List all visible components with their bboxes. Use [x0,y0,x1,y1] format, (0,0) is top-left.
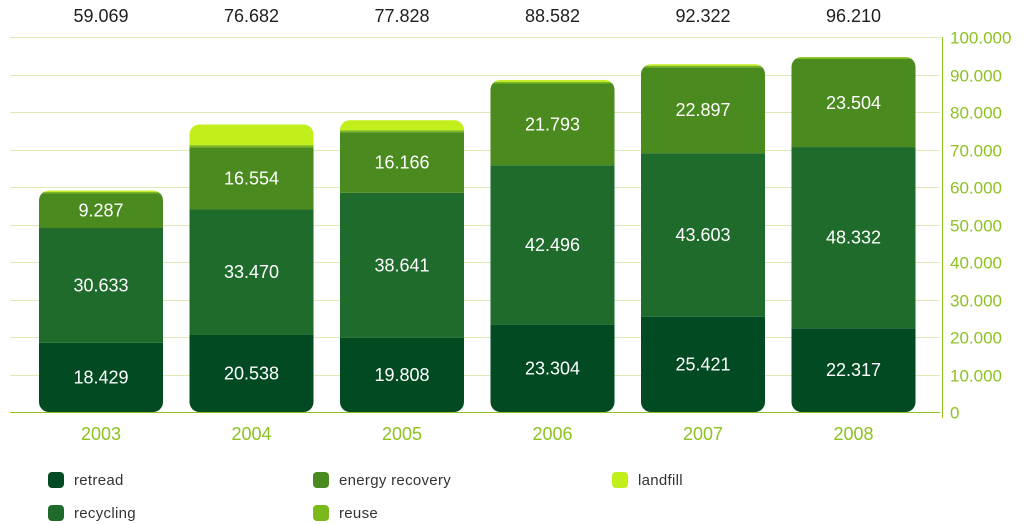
x-tick-label: 2005 [382,424,422,444]
legend-label: reuse [339,505,378,522]
x-tick-label: 2006 [532,424,572,444]
bar-segment-landfill-2007 [641,64,765,66]
y-tick-label: 10.000 [950,367,1002,386]
data-label: 25.421 [675,354,730,374]
total-label: 88.582 [491,6,615,27]
bar-segment-reuse-2003 [39,192,163,193]
data-label: 43.603 [675,225,730,245]
legend-label: retread [74,472,124,489]
data-label: 22.897 [675,100,730,120]
bar-segment-landfill-2003 [39,190,163,191]
total-label: 76.682 [190,6,314,27]
y-tick-label: 40.000 [950,254,1002,273]
y-tick-label: 50.000 [950,217,1002,236]
legend-item-retread: retread [48,469,124,491]
bar-stack-2003: 18.429 30.633 9.287 [39,190,163,412]
legend-swatch [48,505,64,521]
legend-label: energy recovery [339,472,451,489]
y-tick-label: 0 [950,404,959,423]
y-tick-label: 20.000 [950,329,1002,348]
legend-swatch [48,472,64,488]
legend-swatch [313,472,329,488]
data-label: 19.808 [374,365,429,385]
bar-stack-2005: 19.808 38.641 16.166 [340,120,464,412]
legend-swatch [313,505,329,521]
data-label: 38.641 [374,255,429,275]
y-tick-label: 100.000 [950,29,1011,48]
x-tick-label: 2008 [833,424,873,444]
data-label: 23.504 [826,93,881,113]
x-tick-label: 2004 [231,424,271,444]
y-tick-label: 70.000 [950,142,1002,161]
legend-item-landfill: landfill [612,469,683,491]
y-tick-label: 30.000 [950,292,1002,311]
bar-segment-reuse-2007 [641,66,765,68]
legend-label: landfill [638,472,683,489]
x-tick-label: 2003 [81,424,121,444]
bar-segment-reuse-2005 [340,130,464,132]
legend-swatch [612,472,628,488]
bar-stack-2006: 23.304 42.496 21.793 [491,80,615,412]
data-label: 20.538 [224,363,279,383]
data-label: 48.332 [826,228,881,248]
bar-segment-landfill-2004 [190,124,314,145]
y-tick-label: 90.000 [950,67,1002,86]
data-label: 33.470 [224,262,279,282]
data-label: 22.317 [826,360,881,380]
data-label: 9.287 [78,201,123,221]
data-label: 16.166 [374,153,429,173]
bar-segment-reuse-2006 [491,82,615,84]
legend-label: recycling [74,505,136,522]
bar-stack-2007: 25.421 43.603 22.897 [641,64,765,412]
total-label: 77.828 [340,6,464,27]
x-tick-label: 2007 [683,424,723,444]
data-label: 42.496 [525,235,580,255]
data-label: 16.554 [224,168,279,188]
bar-stack-2004: 20.538 33.470 16.554 [190,124,314,412]
bar-segment-landfill-2006 [491,80,615,82]
bar-segment-reuse-2008 [792,57,916,59]
data-label: 30.633 [73,275,128,295]
data-label: 18.429 [73,367,128,387]
total-label: 96.210 [792,6,916,27]
legend-item-recycling: recycling [48,502,136,524]
legend-item-reuse: reuse [313,502,378,524]
data-label: 23.304 [525,358,580,378]
bar-segment-reuse-2004 [190,145,314,147]
legend-item-energy-recovery: energy recovery [313,469,451,491]
data-label: 21.793 [525,114,580,134]
total-label: 92.322 [641,6,765,27]
bar-segment-landfill-2005 [340,120,464,130]
bar-stack-2008: 22.317 48.332 23.504 [792,57,916,412]
y-tick-label: 60.000 [950,179,1002,198]
total-label: 59.069 [39,6,163,27]
y-tick-label: 80.000 [950,104,1002,123]
